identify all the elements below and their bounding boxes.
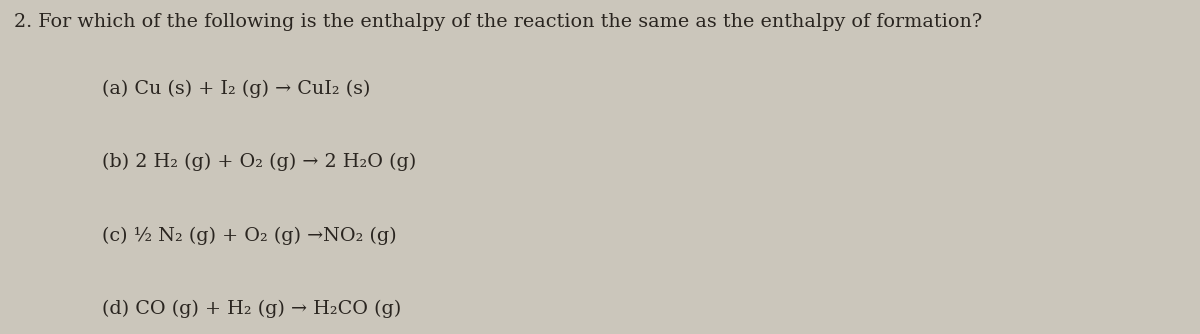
Text: (b) 2 H₂ (g) + O₂ (g) → 2 H₂O (g): (b) 2 H₂ (g) + O₂ (g) → 2 H₂O (g) bbox=[102, 153, 416, 171]
Text: (a) Cu (s) + I₂ (g) → CuI₂ (s): (a) Cu (s) + I₂ (g) → CuI₂ (s) bbox=[102, 79, 371, 98]
Text: 2. For which of the following is the enthalpy of the reaction the same as the en: 2. For which of the following is the ent… bbox=[14, 13, 983, 31]
Text: (d) CO (g) + H₂ (g) → H₂CO (g): (d) CO (g) + H₂ (g) → H₂CO (g) bbox=[102, 300, 401, 318]
Text: (c) ½ N₂ (g) + O₂ (g) →NO₂ (g): (c) ½ N₂ (g) + O₂ (g) →NO₂ (g) bbox=[102, 226, 397, 244]
